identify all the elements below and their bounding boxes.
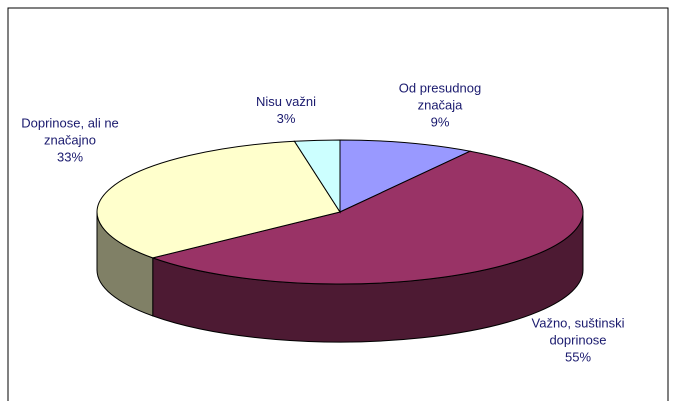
slice — [339, 139, 472, 213]
value-label: 9% — [430, 114, 450, 130]
plot-border — [7, 7, 669, 401]
value-label: 55% — [564, 349, 592, 365]
category-label: Važno, suštinski doprinose — [531, 315, 625, 348]
data-label: Od presudnog značaja 9% — [375, 80, 505, 131]
data-label: Doprinose, ali ne značajno 33% — [0, 115, 140, 166]
data-label: Važno, suštinski doprinose 55% — [518, 315, 638, 366]
category-label: Doprinose, ali ne značajno — [21, 115, 119, 148]
value-label: 3% — [276, 111, 296, 126]
slice — [96, 140, 341, 259]
value-label: 33% — [56, 149, 84, 165]
category-label: Od presudnog značaja — [398, 80, 482, 113]
data-label: Nisu važni 3% — [241, 93, 331, 127]
slice — [151, 150, 584, 285]
slice — [293, 139, 341, 214]
category-label: Nisu važni — [256, 94, 316, 109]
